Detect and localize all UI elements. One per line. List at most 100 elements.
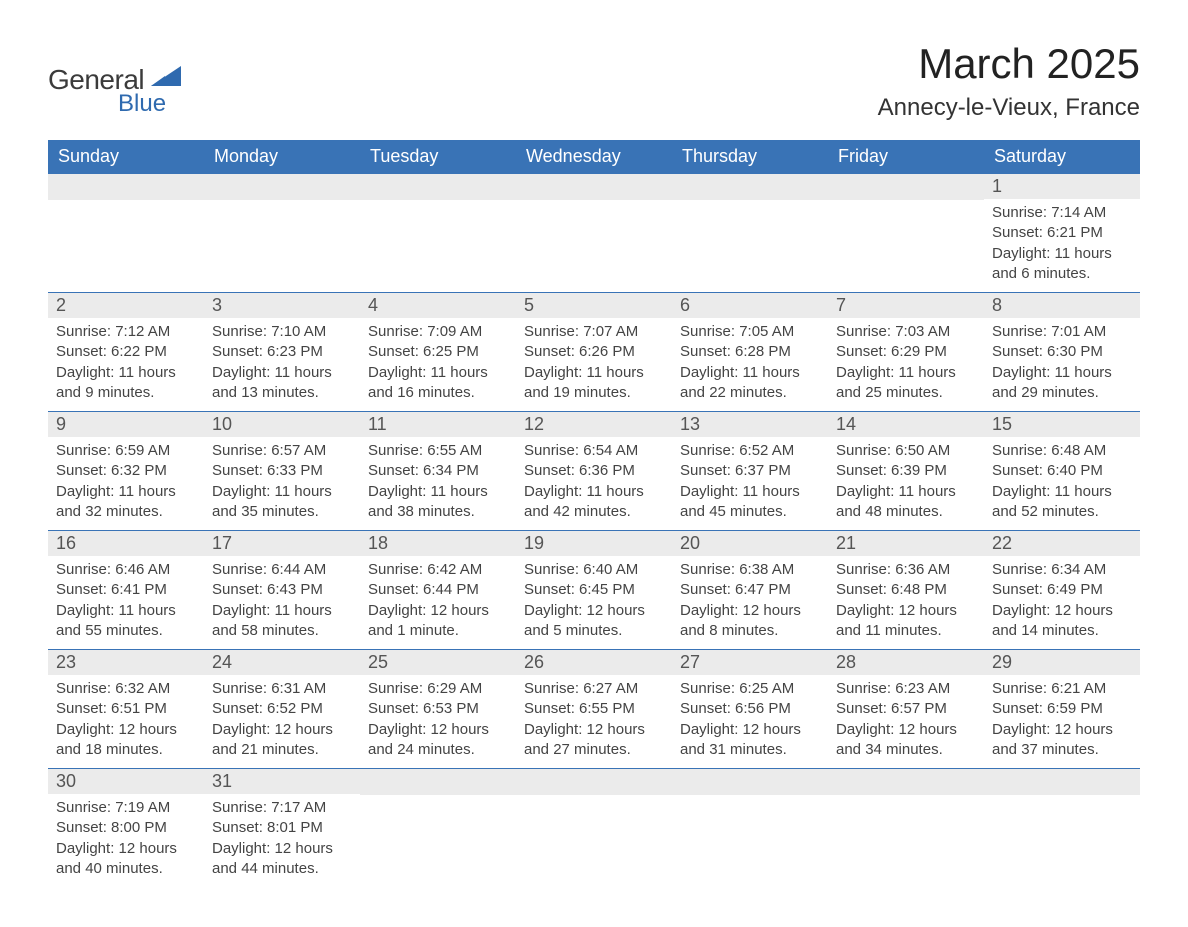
sunrise-text: Sunrise: 6:55 AM bbox=[368, 441, 508, 461]
day-number: 16 bbox=[48, 531, 204, 556]
day-number: 21 bbox=[828, 531, 984, 556]
sunrise-text: Sunrise: 6:46 AM bbox=[56, 560, 196, 580]
sunrise-text: Sunrise: 6:57 AM bbox=[212, 441, 352, 461]
day-details: Sunrise: 6:46 AMSunset: 6:41 PMDaylight:… bbox=[48, 556, 204, 649]
day-number-strip bbox=[984, 769, 1140, 795]
sunset-text: Sunset: 6:23 PM bbox=[212, 342, 352, 362]
sunset-text: Sunset: 6:37 PM bbox=[680, 461, 820, 481]
calendar-day-cell: 28Sunrise: 6:23 AMSunset: 6:57 PMDayligh… bbox=[828, 650, 984, 769]
column-header: Sunday bbox=[48, 140, 204, 174]
calendar-day-cell: 29Sunrise: 6:21 AMSunset: 6:59 PMDayligh… bbox=[984, 650, 1140, 769]
day-number: 2 bbox=[48, 293, 204, 318]
sunrise-text: Sunrise: 6:59 AM bbox=[56, 441, 196, 461]
sunrise-text: Sunrise: 7:01 AM bbox=[992, 322, 1132, 342]
daylight-text: Daylight: 11 hours and 25 minutes. bbox=[836, 363, 976, 404]
day-details: Sunrise: 6:29 AMSunset: 6:53 PMDaylight:… bbox=[360, 675, 516, 768]
sunrise-text: Sunrise: 6:34 AM bbox=[992, 560, 1132, 580]
day-details: Sunrise: 6:23 AMSunset: 6:57 PMDaylight:… bbox=[828, 675, 984, 768]
sunrise-text: Sunrise: 6:50 AM bbox=[836, 441, 976, 461]
sunset-text: Sunset: 6:25 PM bbox=[368, 342, 508, 362]
calendar-day-cell bbox=[48, 174, 204, 293]
sunset-text: Sunset: 6:34 PM bbox=[368, 461, 508, 481]
month-title: March 2025 bbox=[878, 40, 1140, 88]
day-details: Sunrise: 6:25 AMSunset: 6:56 PMDaylight:… bbox=[672, 675, 828, 768]
day-details: Sunrise: 6:36 AMSunset: 6:48 PMDaylight:… bbox=[828, 556, 984, 649]
calendar-week-row: 1Sunrise: 7:14 AMSunset: 6:21 PMDaylight… bbox=[48, 174, 1140, 293]
daylight-text: Daylight: 12 hours and 11 minutes. bbox=[836, 601, 976, 642]
sunset-text: Sunset: 6:30 PM bbox=[992, 342, 1132, 362]
day-number: 8 bbox=[984, 293, 1140, 318]
day-number-strip bbox=[672, 769, 828, 795]
day-number: 1 bbox=[984, 174, 1140, 199]
day-number: 4 bbox=[360, 293, 516, 318]
day-number-strip bbox=[360, 769, 516, 795]
calendar-day-cell bbox=[360, 174, 516, 293]
day-number: 12 bbox=[516, 412, 672, 437]
day-number: 5 bbox=[516, 293, 672, 318]
day-details: Sunrise: 6:42 AMSunset: 6:44 PMDaylight:… bbox=[360, 556, 516, 649]
sunrise-text: Sunrise: 6:52 AM bbox=[680, 441, 820, 461]
sunrise-text: Sunrise: 7:12 AM bbox=[56, 322, 196, 342]
column-header: Friday bbox=[828, 140, 984, 174]
daylight-text: Daylight: 11 hours and 42 minutes. bbox=[524, 482, 664, 523]
daylight-text: Daylight: 12 hours and 40 minutes. bbox=[56, 839, 196, 880]
sunrise-text: Sunrise: 7:14 AM bbox=[992, 203, 1132, 223]
day-number: 28 bbox=[828, 650, 984, 675]
calendar-day-cell: 24Sunrise: 6:31 AMSunset: 6:52 PMDayligh… bbox=[204, 650, 360, 769]
day-number: 29 bbox=[984, 650, 1140, 675]
daylight-text: Daylight: 11 hours and 19 minutes. bbox=[524, 363, 664, 404]
sunrise-text: Sunrise: 6:32 AM bbox=[56, 679, 196, 699]
day-number: 9 bbox=[48, 412, 204, 437]
day-details: Sunrise: 7:17 AMSunset: 8:01 PMDaylight:… bbox=[204, 794, 360, 887]
sunrise-text: Sunrise: 7:17 AM bbox=[212, 798, 352, 818]
day-details: Sunrise: 7:12 AMSunset: 6:22 PMDaylight:… bbox=[48, 318, 204, 411]
day-number-strip bbox=[204, 174, 360, 200]
sunset-text: Sunset: 8:01 PM bbox=[212, 818, 352, 838]
day-details: Sunrise: 7:19 AMSunset: 8:00 PMDaylight:… bbox=[48, 794, 204, 887]
calendar-day-cell: 16Sunrise: 6:46 AMSunset: 6:41 PMDayligh… bbox=[48, 531, 204, 650]
calendar-week-row: 23Sunrise: 6:32 AMSunset: 6:51 PMDayligh… bbox=[48, 650, 1140, 769]
daylight-text: Daylight: 11 hours and 35 minutes. bbox=[212, 482, 352, 523]
daylight-text: Daylight: 11 hours and 48 minutes. bbox=[836, 482, 976, 523]
calendar-day-cell: 25Sunrise: 6:29 AMSunset: 6:53 PMDayligh… bbox=[360, 650, 516, 769]
day-number: 19 bbox=[516, 531, 672, 556]
calendar-week-row: 30Sunrise: 7:19 AMSunset: 8:00 PMDayligh… bbox=[48, 769, 1140, 888]
calendar-day-cell: 5Sunrise: 7:07 AMSunset: 6:26 PMDaylight… bbox=[516, 293, 672, 412]
daylight-text: Daylight: 12 hours and 31 minutes. bbox=[680, 720, 820, 761]
logo-triangle-icon bbox=[151, 64, 181, 91]
day-number: 30 bbox=[48, 769, 204, 794]
calendar-day-cell bbox=[984, 769, 1140, 888]
day-details: Sunrise: 6:55 AMSunset: 6:34 PMDaylight:… bbox=[360, 437, 516, 530]
calendar-day-cell: 31Sunrise: 7:17 AMSunset: 8:01 PMDayligh… bbox=[204, 769, 360, 888]
daylight-text: Daylight: 11 hours and 32 minutes. bbox=[56, 482, 196, 523]
sunrise-text: Sunrise: 7:19 AM bbox=[56, 798, 196, 818]
sunset-text: Sunset: 6:59 PM bbox=[992, 699, 1132, 719]
day-details: Sunrise: 7:05 AMSunset: 6:28 PMDaylight:… bbox=[672, 318, 828, 411]
calendar-day-cell: 8Sunrise: 7:01 AMSunset: 6:30 PMDaylight… bbox=[984, 293, 1140, 412]
calendar-week-row: 9Sunrise: 6:59 AMSunset: 6:32 PMDaylight… bbox=[48, 412, 1140, 531]
column-header: Monday bbox=[204, 140, 360, 174]
calendar-day-cell: 9Sunrise: 6:59 AMSunset: 6:32 PMDaylight… bbox=[48, 412, 204, 531]
daylight-text: Daylight: 12 hours and 14 minutes. bbox=[992, 601, 1132, 642]
day-number-strip bbox=[48, 174, 204, 200]
sunrise-text: Sunrise: 6:29 AM bbox=[368, 679, 508, 699]
sunrise-text: Sunrise: 6:23 AM bbox=[836, 679, 976, 699]
sunrise-text: Sunrise: 6:36 AM bbox=[836, 560, 976, 580]
day-details: Sunrise: 6:40 AMSunset: 6:45 PMDaylight:… bbox=[516, 556, 672, 649]
day-number-strip bbox=[360, 174, 516, 200]
daylight-text: Daylight: 12 hours and 1 minute. bbox=[368, 601, 508, 642]
sunset-text: Sunset: 6:45 PM bbox=[524, 580, 664, 600]
calendar-day-cell: 7Sunrise: 7:03 AMSunset: 6:29 PMDaylight… bbox=[828, 293, 984, 412]
sunset-text: Sunset: 6:44 PM bbox=[368, 580, 508, 600]
sunrise-text: Sunrise: 6:40 AM bbox=[524, 560, 664, 580]
sunrise-text: Sunrise: 6:38 AM bbox=[680, 560, 820, 580]
sunset-text: Sunset: 6:43 PM bbox=[212, 580, 352, 600]
calendar-day-cell: 19Sunrise: 6:40 AMSunset: 6:45 PMDayligh… bbox=[516, 531, 672, 650]
sunrise-text: Sunrise: 7:05 AM bbox=[680, 322, 820, 342]
daylight-text: Daylight: 11 hours and 58 minutes. bbox=[212, 601, 352, 642]
sunset-text: Sunset: 6:26 PM bbox=[524, 342, 664, 362]
sunset-text: Sunset: 6:48 PM bbox=[836, 580, 976, 600]
calendar-day-cell: 10Sunrise: 6:57 AMSunset: 6:33 PMDayligh… bbox=[204, 412, 360, 531]
calendar-day-cell: 6Sunrise: 7:05 AMSunset: 6:28 PMDaylight… bbox=[672, 293, 828, 412]
day-number: 17 bbox=[204, 531, 360, 556]
